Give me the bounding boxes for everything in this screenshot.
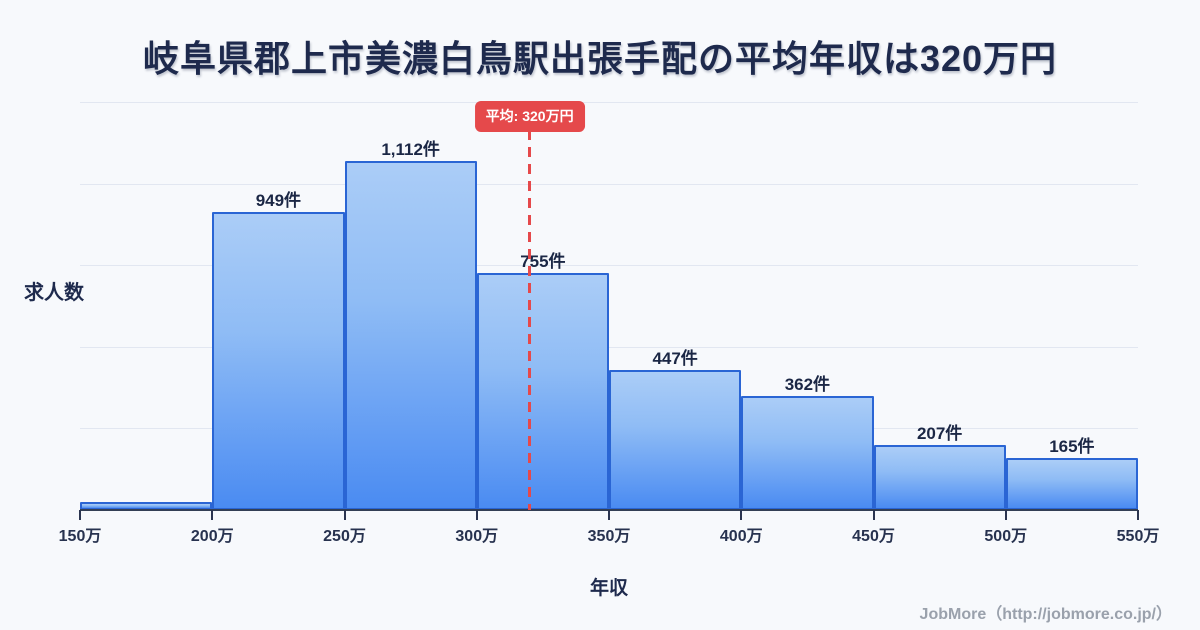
histogram-bar xyxy=(1005,458,1138,510)
histogram-bar xyxy=(873,445,1006,510)
y-axis-label: 求人数 xyxy=(24,282,84,304)
histogram-bar xyxy=(476,273,609,510)
gridline xyxy=(80,183,1138,185)
x-axis-tick-label: 200万 xyxy=(190,528,234,545)
x-axis-tick xyxy=(608,510,610,520)
bar-value-label: 165件 xyxy=(1049,437,1095,457)
x-axis-tick-label: 450万 xyxy=(852,528,895,545)
histogram-bar xyxy=(741,396,874,510)
plot-area: 949件 1,112件 755件 447件 362件 207件 165件 150万 200万 2… xyxy=(59,102,1159,545)
x-axis-tick xyxy=(211,510,214,520)
chart-title: 岐阜県郡上市美濃白鳥駅出張手配の平均年収は320万円 xyxy=(142,38,1058,79)
bar-value-label: 1,112件 xyxy=(381,140,440,159)
x-axis-tick-label: 250万 xyxy=(323,528,366,545)
bar-value-label: 207件 xyxy=(916,424,963,444)
x-axis-tick-label: 400万 xyxy=(719,528,763,545)
x-axis-tick xyxy=(1004,510,1007,520)
gridline xyxy=(80,346,1138,348)
histogram-bar xyxy=(609,369,742,510)
x-axis-tick-label: 150万 xyxy=(58,528,102,545)
average-dashed-line xyxy=(527,130,532,510)
bar-value-label: 362件 xyxy=(784,375,831,395)
average-badge: 平均: 320万円 xyxy=(474,101,585,132)
gridline xyxy=(80,102,1138,103)
x-axis-tick xyxy=(475,510,478,520)
x-axis-tick-label: 350万 xyxy=(587,528,631,545)
x-axis-tick-label: 300万 xyxy=(455,528,499,545)
gridline xyxy=(80,265,1138,267)
x-axis-label: 年収 xyxy=(589,578,628,599)
bar-value-label: 447件 xyxy=(652,348,698,368)
footer-credit: JobMore（http://jobmore.co.jp/） xyxy=(919,606,1172,623)
histogram-bar xyxy=(344,161,477,510)
x-axis-tick xyxy=(1137,510,1139,520)
x-axis-tick xyxy=(872,510,875,520)
bar-value-label: 755件 xyxy=(520,252,566,272)
average-badge-label: 平均: 320万円 xyxy=(485,108,574,124)
x-axis-tick-label: 500万 xyxy=(984,528,1028,545)
x-axis-tick xyxy=(740,510,743,520)
x-axis-tick xyxy=(79,510,81,520)
x-axis-tick-label: 550万 xyxy=(1116,528,1160,545)
bar-value-label: 949件 xyxy=(255,191,302,211)
x-axis-tick xyxy=(343,510,346,520)
histogram-bar xyxy=(212,212,345,510)
